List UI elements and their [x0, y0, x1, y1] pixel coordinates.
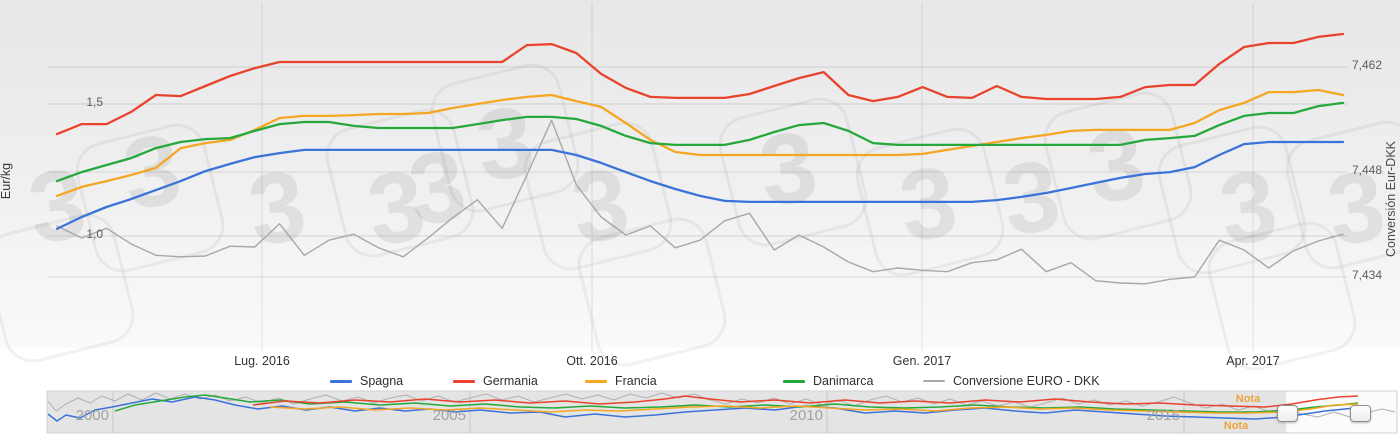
watermark-square [1043, 91, 1193, 241]
plot-background [0, 0, 1400, 348]
watermark-square [1207, 221, 1357, 371]
y-axis-label-right: 7,434 [1352, 268, 1383, 282]
series-line-francia [55, 88, 1345, 198]
annotation-flag[interactable]: Nota [1223, 420, 1249, 432]
watermark-square [1157, 125, 1307, 275]
watermark-square [0, 213, 135, 363]
overview-year-label: 2005 [432, 407, 466, 424]
range-slider-handle-left[interactable] [1277, 405, 1298, 422]
x-axis-label: Apr. 2017 [1226, 354, 1280, 368]
legend-label-francia: Francia [615, 374, 657, 388]
legend-label-germania: Germania [483, 374, 538, 388]
legend-item-conversione: Conversione EURO - DKK [923, 374, 1100, 388]
legend-swatch-francia-icon [585, 379, 607, 383]
x-axis-label: Gen. 2017 [892, 354, 952, 368]
legend-item-spagna: Spagna [330, 374, 403, 388]
watermark-square [577, 217, 727, 367]
overview-unselected-area[interactable] [47, 391, 1286, 433]
watermark-square [523, 121, 673, 271]
legend-swatch-conversione-icon [923, 380, 945, 382]
overview-series-germania [252, 395, 1359, 408]
watermark-square [325, 108, 475, 258]
y-axis-label-left: 1,0 [86, 227, 103, 241]
y-axis-label-right: 7,448 [1352, 163, 1383, 177]
y-axis-label-right: 7,462 [1352, 58, 1383, 72]
x-axis-label: Lug. 2016 [234, 354, 290, 368]
overview-year-label: 2000 [75, 407, 109, 424]
range-slider-handle-right[interactable] [1350, 405, 1371, 422]
legend-item-germania: Germania [453, 374, 538, 388]
legend-swatch-spagna-icon [330, 379, 352, 383]
legend-item-danimarca: Danimarca [783, 374, 873, 388]
watermark-square [430, 63, 580, 213]
annotation-flag[interactable]: Nota [1235, 393, 1261, 405]
legend-swatch-danimarca-icon [783, 379, 805, 383]
legend-item-francia: Francia [585, 374, 657, 388]
overview-series-conversione [47, 392, 1396, 418]
watermark-square [1285, 120, 1400, 270]
overview-year-label: 2010 [789, 407, 823, 424]
y-axis-label-left: 1,5 [86, 95, 103, 109]
x-axis-label: Ott. 2016 [566, 354, 618, 368]
series-line-danimarca [55, 101, 1345, 183]
overview-series-francia [269, 403, 1359, 414]
legend-swatch-germania-icon [453, 379, 475, 383]
series-line-germania [55, 32, 1345, 136]
series-line-conversione [56, 119, 1344, 285]
overview-selected-window[interactable] [1286, 391, 1397, 433]
watermark-square [855, 127, 1005, 277]
right-axis-title: Conversión Eur-DKK [1384, 140, 1399, 258]
left-axis-title: Eur/kg [0, 162, 14, 200]
series-line-spagna [55, 140, 1345, 231]
legend-label-danimarca: Danimarca [813, 374, 874, 388]
overview-series-spagna [47, 396, 1363, 422]
watermark-square [718, 97, 868, 247]
legend-label-spagna: Spagna [360, 374, 404, 388]
overview-border [46, 390, 1398, 434]
legend-label-conversione: Conversione EURO - DKK [953, 374, 1100, 388]
overview-year-label: 2015 [1146, 407, 1180, 424]
legend: Spagna Germania Francia Danimarca Conver… [0, 374, 1400, 390]
